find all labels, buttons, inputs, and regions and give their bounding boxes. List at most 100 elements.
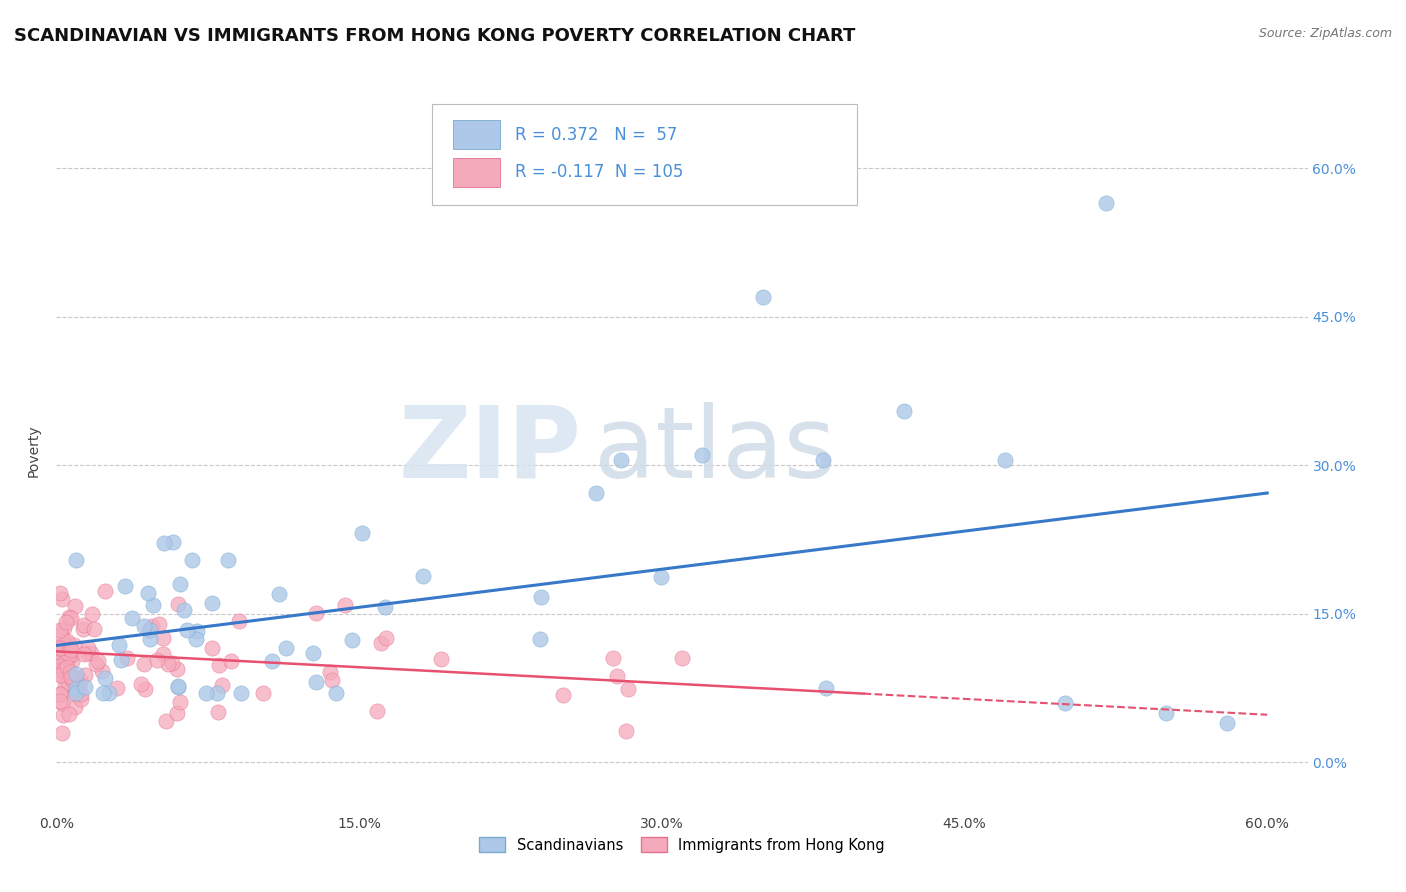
Point bbox=[49, 623, 72, 637]
Point bbox=[166, 706, 188, 720]
Point bbox=[606, 669, 628, 683]
Point bbox=[152, 536, 174, 550]
Point bbox=[56, 639, 79, 653]
Point bbox=[53, 655, 76, 669]
Point bbox=[59, 642, 82, 657]
Point bbox=[131, 677, 153, 691]
Point bbox=[55, 615, 77, 629]
Point bbox=[160, 656, 183, 670]
Point bbox=[55, 662, 77, 676]
Point bbox=[76, 646, 98, 660]
Point bbox=[59, 611, 82, 625]
Point bbox=[176, 623, 198, 637]
Point bbox=[51, 591, 73, 606]
Point bbox=[333, 598, 356, 612]
Point bbox=[53, 648, 76, 663]
Point bbox=[49, 667, 72, 681]
Point bbox=[49, 649, 72, 664]
Point bbox=[49, 650, 72, 665]
Point bbox=[374, 631, 396, 645]
Point bbox=[63, 670, 86, 684]
Text: R = 0.372   N =  57: R = 0.372 N = 57 bbox=[516, 126, 678, 144]
Point bbox=[201, 640, 224, 655]
Point bbox=[138, 632, 160, 646]
Point bbox=[602, 650, 624, 665]
Point bbox=[169, 577, 191, 591]
Point bbox=[1156, 706, 1178, 720]
Bar bbox=[453, 158, 501, 186]
Point bbox=[91, 686, 114, 700]
Point bbox=[429, 652, 451, 666]
Point bbox=[412, 569, 434, 583]
Point bbox=[49, 641, 72, 656]
Point bbox=[58, 648, 80, 662]
Point bbox=[207, 705, 229, 719]
Point bbox=[52, 621, 75, 635]
Point bbox=[167, 597, 190, 611]
Point bbox=[184, 632, 207, 646]
Point bbox=[60, 654, 83, 668]
Point bbox=[157, 657, 180, 671]
Point bbox=[51, 696, 73, 710]
Point bbox=[58, 675, 80, 690]
Point bbox=[166, 662, 188, 676]
Point bbox=[301, 646, 323, 660]
Point bbox=[529, 632, 551, 646]
Point bbox=[73, 617, 96, 632]
Point bbox=[274, 641, 297, 656]
Point bbox=[52, 707, 75, 722]
Bar bbox=[453, 120, 501, 149]
Point bbox=[148, 617, 170, 632]
Point bbox=[207, 657, 229, 672]
Point bbox=[108, 638, 131, 652]
Point bbox=[751, 290, 773, 304]
Point bbox=[304, 607, 326, 621]
Point bbox=[166, 680, 188, 694]
Point bbox=[142, 598, 165, 612]
Point bbox=[551, 688, 574, 702]
Point bbox=[350, 525, 373, 540]
Point bbox=[65, 667, 87, 681]
Point bbox=[58, 706, 80, 721]
Point bbox=[53, 667, 76, 681]
Point bbox=[49, 646, 72, 660]
Point bbox=[136, 586, 159, 600]
Point bbox=[49, 641, 72, 656]
Point bbox=[49, 666, 72, 681]
Point bbox=[76, 640, 98, 655]
Point bbox=[610, 453, 633, 467]
Point bbox=[84, 657, 107, 672]
Point bbox=[49, 662, 72, 676]
Point bbox=[132, 657, 155, 672]
Text: SCANDINAVIAN VS IMMIGRANTS FROM HONG KONG POVERTY CORRELATION CHART: SCANDINAVIAN VS IMMIGRANTS FROM HONG KON… bbox=[14, 27, 855, 45]
Point bbox=[262, 654, 284, 668]
Point bbox=[91, 664, 114, 678]
Point bbox=[73, 668, 96, 682]
Point bbox=[228, 614, 250, 628]
Point bbox=[93, 671, 115, 685]
Point bbox=[49, 627, 72, 641]
Point bbox=[815, 681, 838, 696]
Point bbox=[60, 648, 83, 662]
Point bbox=[1054, 696, 1077, 710]
Point bbox=[152, 647, 174, 661]
Point bbox=[138, 624, 160, 638]
Point bbox=[63, 700, 86, 714]
Point bbox=[219, 654, 242, 668]
Point bbox=[49, 687, 72, 701]
Point bbox=[252, 686, 274, 700]
Point bbox=[63, 688, 86, 702]
Point bbox=[49, 586, 72, 600]
Point bbox=[181, 553, 204, 567]
Point bbox=[186, 624, 208, 638]
Point bbox=[105, 681, 128, 695]
Point bbox=[319, 665, 342, 679]
Point bbox=[340, 633, 363, 648]
Point bbox=[671, 651, 693, 665]
Point bbox=[49, 659, 72, 673]
Point bbox=[994, 453, 1017, 467]
Point bbox=[325, 686, 347, 700]
Point bbox=[152, 631, 174, 645]
Point bbox=[269, 586, 291, 600]
Point bbox=[56, 636, 79, 650]
